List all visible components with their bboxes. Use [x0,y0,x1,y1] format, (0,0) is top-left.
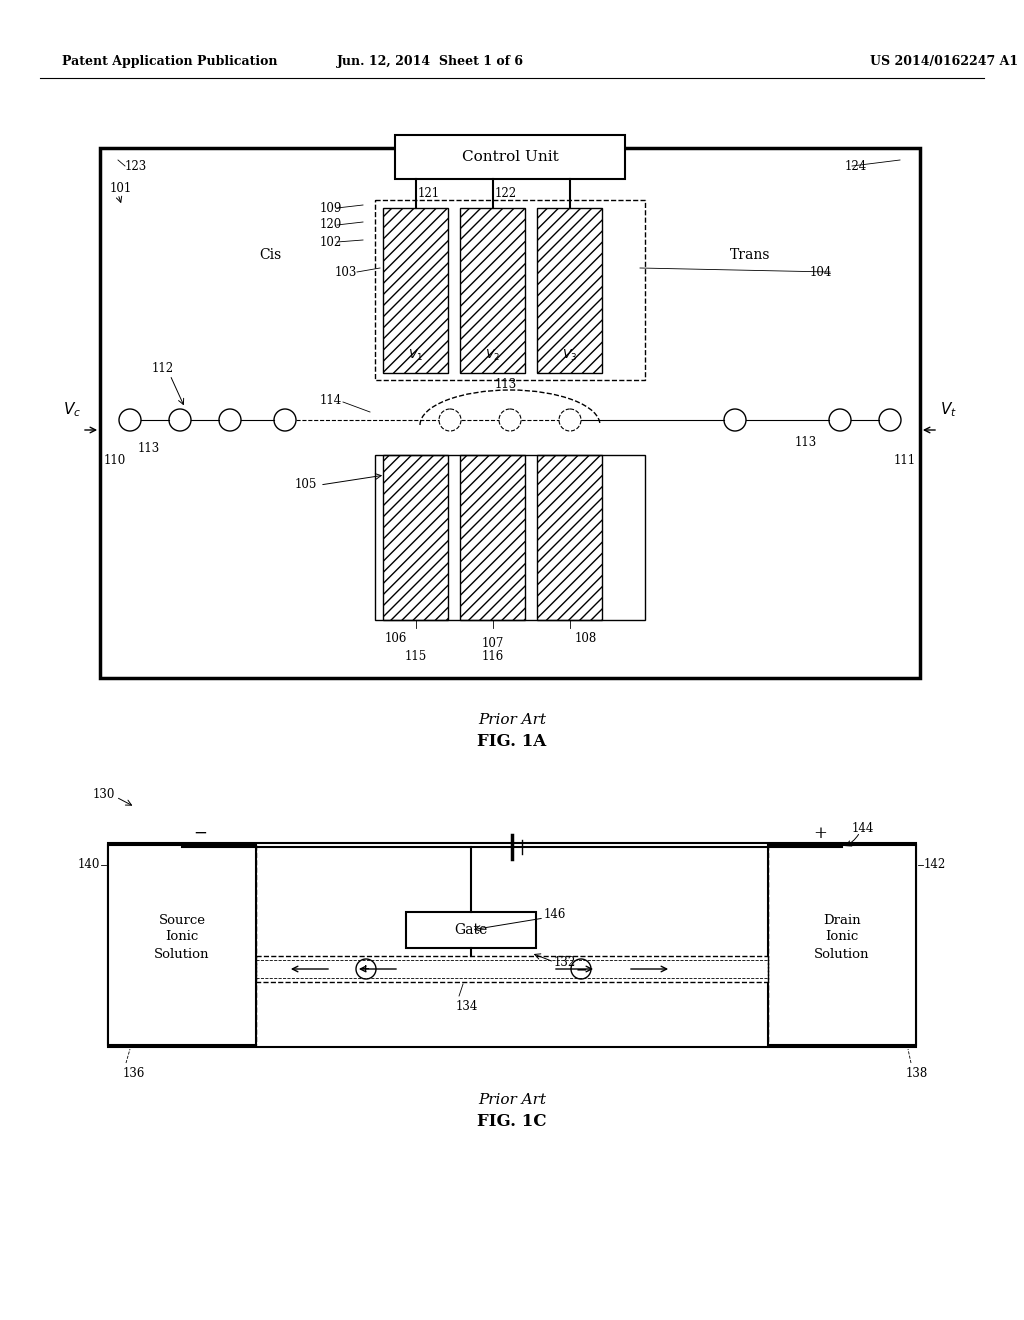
Bar [108,845,256,1045]
Text: $V_c$: $V_c$ [62,401,81,420]
Text: $V_1$: $V_1$ [408,347,423,363]
Text: Jun. 12, 2014  Sheet 1 of 6: Jun. 12, 2014 Sheet 1 of 6 [337,55,523,69]
Text: 124: 124 [845,160,867,173]
Text: 122: 122 [495,187,517,201]
Bar [108,843,916,1047]
Text: $V_t$: $V_t$ [940,401,956,420]
Text: 136: 136 [123,1067,145,1080]
Text: 108: 108 [574,632,597,645]
Circle shape [274,409,296,432]
Bar [460,455,525,620]
Bar [395,135,625,180]
Text: 113: 113 [138,441,160,454]
Circle shape [356,960,376,979]
Text: Patent Application Publication: Patent Application Publication [62,55,278,69]
Text: 146: 146 [544,908,566,921]
Text: 130: 130 [92,788,115,801]
Text: FIG. 1C: FIG. 1C [477,1114,547,1130]
Text: Trans: Trans [730,248,770,261]
Text: +: + [361,964,371,974]
Text: 123: 123 [125,160,147,173]
Circle shape [879,409,901,432]
Text: 111: 111 [894,454,916,466]
Bar [375,201,645,380]
Text: US 2014/0162247 A1: US 2014/0162247 A1 [870,55,1018,69]
Bar [537,209,602,374]
Text: 120: 120 [319,219,342,231]
Bar [100,148,920,678]
Text: 138: 138 [906,1067,928,1080]
Circle shape [571,960,591,979]
Text: Drain
Ionic
Solution: Drain Ionic Solution [814,913,869,961]
Text: $V_3$: $V_3$ [562,347,578,363]
Bar [383,455,449,620]
Bar [460,209,525,374]
Bar [407,912,536,948]
Text: 142: 142 [924,858,946,871]
Text: −: − [575,962,587,975]
Bar [256,956,768,982]
Text: FIG. 1A: FIG. 1A [477,734,547,751]
Circle shape [219,409,241,432]
Bar [537,455,602,620]
Text: Source
Ionic
Solution: Source Ionic Solution [155,913,210,961]
Text: 121: 121 [418,187,439,201]
Text: 110: 110 [103,454,126,466]
Circle shape [439,409,461,432]
Text: 105: 105 [295,479,317,491]
Text: 132: 132 [554,957,577,969]
Text: 116: 116 [481,649,504,663]
Text: Gate: Gate [455,923,487,937]
Text: 106: 106 [385,632,408,645]
Text: 115: 115 [404,649,427,663]
Circle shape [829,409,851,432]
Text: 140: 140 [78,858,100,871]
Text: $V_2$: $V_2$ [485,347,500,363]
Text: 104: 104 [810,265,833,279]
Bar [768,845,916,1045]
Text: 113: 113 [495,379,517,392]
Text: 114: 114 [319,393,342,407]
Circle shape [724,409,746,432]
Bar [383,209,449,374]
Circle shape [119,409,141,432]
Circle shape [169,409,191,432]
Text: 103: 103 [335,265,357,279]
Text: 102: 102 [319,235,342,248]
Text: 101: 101 [110,181,132,194]
Bar [375,455,645,620]
Text: 109: 109 [319,202,342,214]
Text: Cis: Cis [259,248,282,261]
Text: 113: 113 [795,436,817,449]
Text: Prior Art: Prior Art [478,713,546,727]
Text: −: − [194,825,207,842]
Text: Prior Art: Prior Art [478,1093,546,1107]
Text: 144: 144 [852,822,874,836]
Text: 112: 112 [152,362,174,375]
Text: 107: 107 [481,638,504,649]
Text: 134: 134 [456,1001,478,1012]
Circle shape [559,409,581,432]
Circle shape [499,409,521,432]
Text: +: + [813,825,827,842]
Text: Control Unit: Control Unit [462,150,558,164]
